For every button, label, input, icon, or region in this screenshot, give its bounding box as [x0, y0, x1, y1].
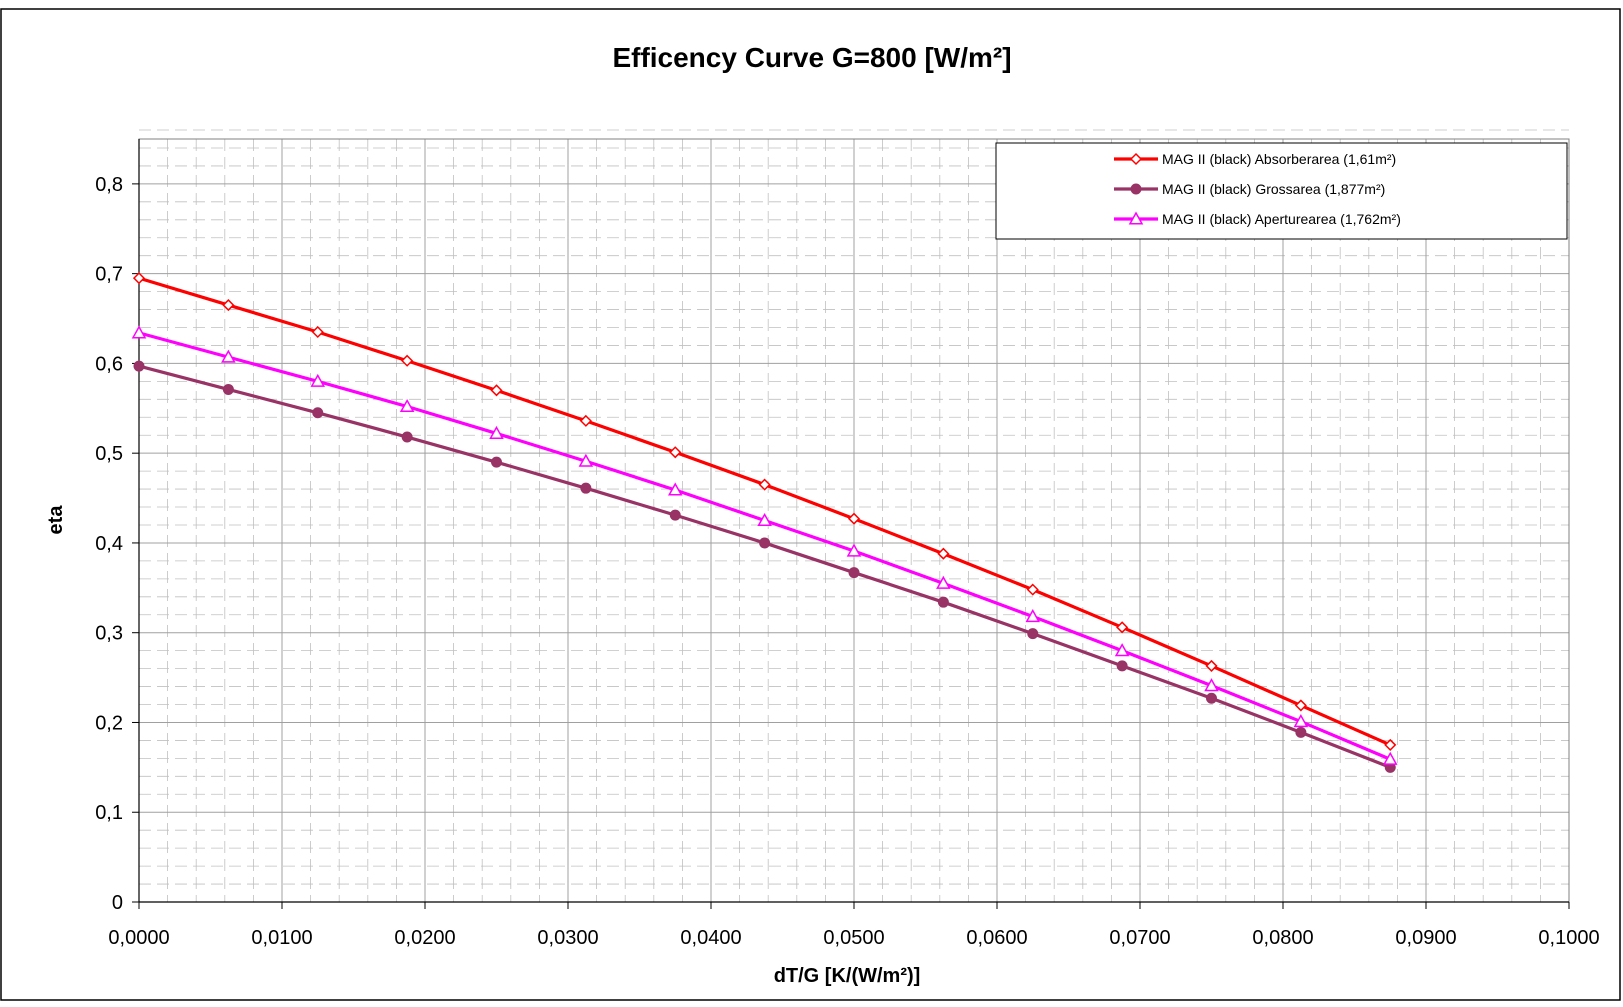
legend-item: MAG II (black) Aperturearea (1,762m²) [1114, 211, 1401, 227]
legend-marker [1130, 183, 1142, 195]
legend-label: MAG II (black) Grossarea (1,877m²) [1162, 181, 1385, 197]
data-point [1114, 643, 1130, 657]
grid [139, 129, 1570, 902]
data-point [131, 325, 147, 339]
y-tick-label: 0,3 [95, 623, 123, 645]
data-point [580, 482, 592, 494]
series-layer [131, 272, 1398, 773]
data-point [489, 425, 504, 439]
x-tick-label: 0,0500 [823, 927, 884, 949]
y-tick-label: 0,4 [95, 533, 123, 555]
legend-marker [1128, 211, 1144, 225]
data-point [133, 360, 145, 372]
series-1 [132, 272, 1397, 751]
data-point [669, 446, 682, 459]
chart-title: Efficency Curve G=800 [W/m²] [612, 42, 1011, 73]
y-axis-title: eta [45, 505, 67, 535]
data-point [1027, 628, 1039, 640]
data-point [847, 512, 861, 525]
data-point [312, 407, 324, 419]
y-tick-label: 0,2 [95, 712, 123, 734]
data-point [1204, 678, 1219, 692]
data-point [1116, 621, 1129, 634]
x-tick-label: 0,0000 [108, 927, 169, 949]
data-point [1206, 692, 1217, 704]
legend-item: MAG II (black) Grossarea (1,877m²) [1114, 181, 1385, 197]
data-point [401, 431, 413, 443]
data-point [937, 596, 949, 608]
legend-marker [1129, 152, 1143, 166]
data-point [759, 537, 771, 549]
data-point [758, 478, 771, 491]
data-point [222, 383, 234, 395]
data-point [1025, 609, 1041, 623]
data-point [1294, 699, 1307, 712]
data-point [578, 453, 594, 467]
series-2 [133, 360, 1396, 773]
series-3 [131, 325, 1398, 765]
data-point [1026, 583, 1039, 596]
legend-item: MAG II (black) Absorberarea (1,61m²) [1114, 151, 1396, 167]
data-point [669, 509, 681, 521]
x-tick-label: 0,0600 [966, 927, 1027, 949]
data-point [401, 354, 414, 367]
y-tick-label: 0,1 [95, 802, 123, 824]
data-point [757, 512, 772, 527]
x-tick-label: 0,0200 [394, 927, 455, 949]
y-tick-label: 0 [112, 892, 123, 914]
x-tick-label: 0,0100 [251, 927, 312, 949]
data-point [1295, 726, 1307, 738]
data-point [311, 325, 324, 339]
x-tick-label: 0,0800 [1252, 927, 1313, 949]
y-tick-label: 0,7 [95, 264, 123, 286]
legend-label: MAG II (black) Aperturearea (1,762m²) [1162, 211, 1401, 227]
x-tick-label: 0,0700 [1109, 927, 1170, 949]
data-point [1384, 738, 1397, 751]
x-tick-label: 0,1000 [1538, 927, 1599, 949]
data-point [310, 373, 326, 387]
y-tick-label: 0,6 [95, 353, 123, 375]
data-point [937, 547, 950, 560]
legend-label: MAG II (black) Absorberarea (1,61m²) [1162, 151, 1396, 167]
x-tick-label: 0,0300 [537, 927, 598, 949]
y-axis-ticks: 0 0,1 0,2 0,3 0,4 0,5 0,6 0,7 0,8 [95, 174, 139, 914]
data-point [936, 575, 951, 589]
legend-box [995, 142, 1568, 240]
y-tick-label: 0,5 [95, 443, 123, 465]
x-tick-label: 0,0400 [680, 927, 741, 949]
data-point [1116, 660, 1128, 672]
data-point [491, 456, 502, 468]
data-point [221, 349, 236, 363]
data-point [399, 398, 415, 413]
x-axis-title: dT/G [K/(W/m²)] [774, 965, 921, 987]
data-point [579, 414, 592, 427]
data-point [132, 272, 146, 285]
data-point [848, 567, 860, 579]
legend: MAG II (black) Absorberarea (1,61m²) MAG … [995, 142, 1568, 240]
y-tick-label: 0,8 [95, 174, 123, 196]
data-point [1382, 751, 1398, 765]
data-point [667, 482, 683, 496]
x-tick-label: 0,0900 [1395, 927, 1456, 949]
data-point [1293, 714, 1309, 728]
data-point [1205, 659, 1218, 672]
data-point [222, 299, 235, 312]
data-point [846, 543, 862, 557]
x-axis-ticks: 0,0000 0,0100 0,0200 0,0300 0,0400 0,0500 0,06… [108, 902, 1600, 949]
data-point [490, 384, 503, 397]
